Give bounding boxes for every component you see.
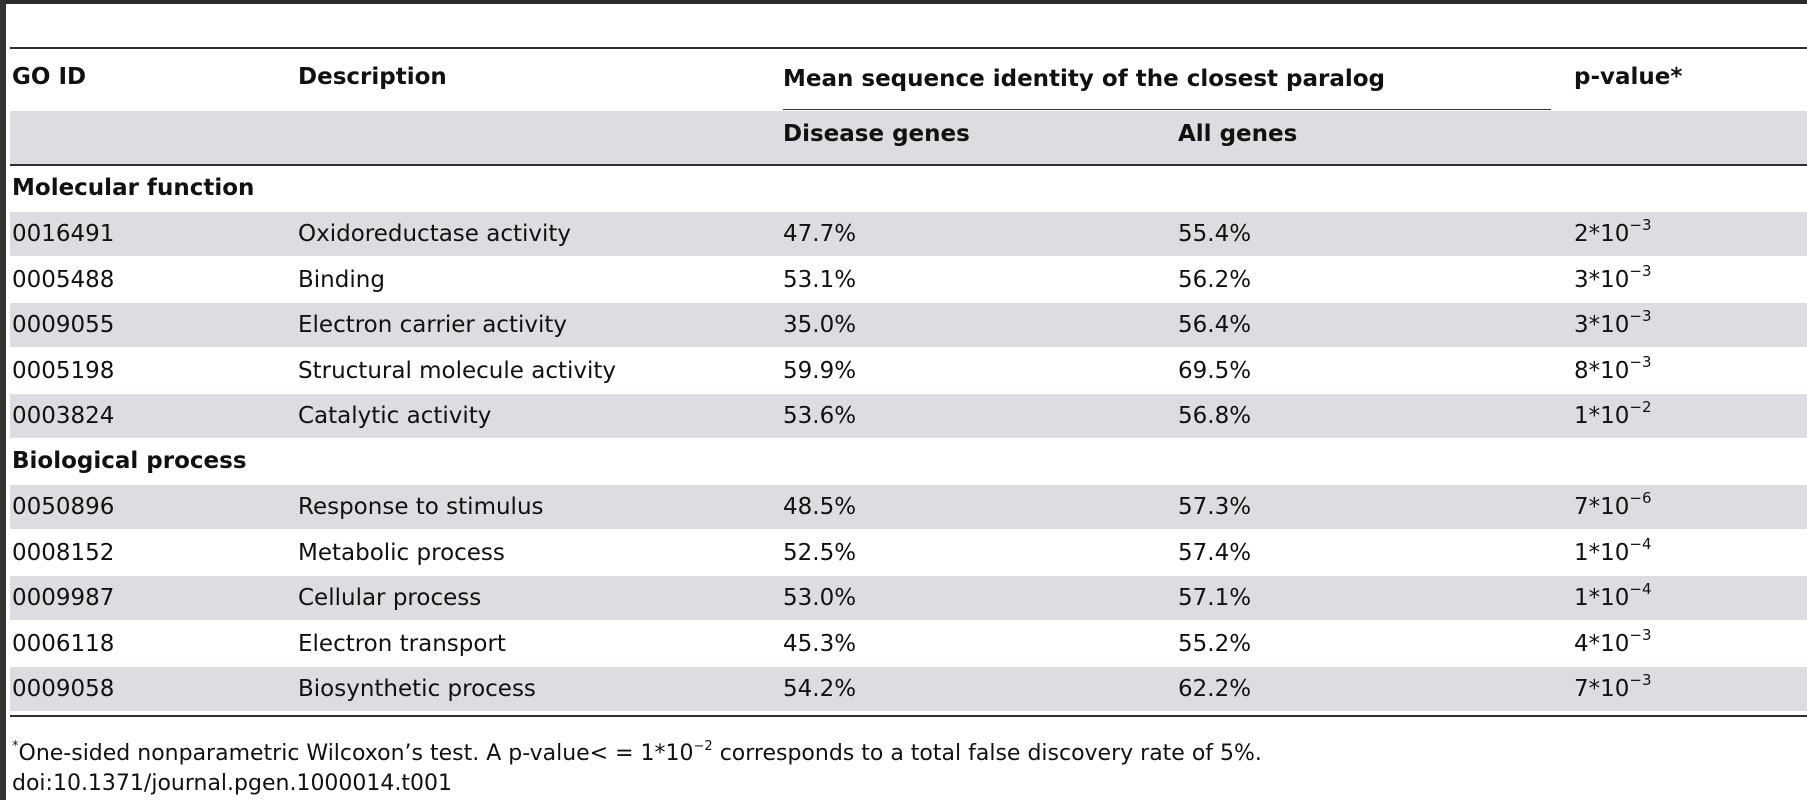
- table-row-all: 62.2%: [1178, 676, 1252, 702]
- table-row-go-id: 0005488: [12, 267, 115, 293]
- table-row-description: Catalytic activity: [298, 403, 492, 429]
- table-row-description: Structural molecule activity: [298, 358, 617, 384]
- table-row-all: 57.1%: [1178, 585, 1252, 611]
- table-row-shade: [10, 394, 1807, 438]
- table-row-pvalue: 8*10−3: [1574, 353, 1652, 384]
- table-row-pvalue: 7*10−3: [1574, 671, 1652, 702]
- table-row-description: Electron carrier activity: [298, 312, 567, 338]
- table-row-go-id: 0009987: [12, 585, 115, 611]
- table-row-disease: 59.9%: [783, 358, 857, 384]
- header-pvalue: p-value*: [1574, 64, 1683, 90]
- table-row-shade: [10, 576, 1807, 620]
- table-row-description: Metabolic process: [298, 540, 505, 566]
- table-row-description: Electron transport: [298, 631, 506, 657]
- table-row-pvalue: 7*10−6: [1574, 489, 1652, 520]
- table-footnote: *One-sided nonparametric Wilcoxon’s test…: [12, 738, 1262, 766]
- table-row-description: Biosynthetic process: [298, 676, 536, 702]
- header-all-genes: All genes: [1178, 121, 1298, 147]
- table-row-shade: [10, 485, 1807, 529]
- table-row-go-id: 0006118: [12, 631, 115, 657]
- table-row-shade: [10, 303, 1807, 347]
- table-row-all: 69.5%: [1178, 358, 1252, 384]
- table-row-pvalue: 1*10−2: [1574, 398, 1652, 429]
- table-row-pvalue: 1*10−4: [1574, 580, 1652, 611]
- header-bottom-rule: [10, 164, 1807, 166]
- table-row-pvalue: 2*10−3: [1574, 216, 1652, 247]
- table-row-disease: 47.7%: [783, 221, 857, 247]
- header-go-id: GO ID: [12, 64, 87, 90]
- table-row-go-id: 0008152: [12, 540, 115, 566]
- table-row-go-id: 0005198: [12, 358, 115, 384]
- table-row-disease: 45.3%: [783, 631, 857, 657]
- table-row-description: Oxidoreductase activity: [298, 221, 572, 247]
- section-title-biological-process: Biological process: [12, 448, 247, 474]
- header-group-rule: [783, 109, 1551, 110]
- table-row-go-id: 0009055: [12, 312, 115, 338]
- table-row-pvalue: 1*10−4: [1574, 535, 1652, 566]
- header-description: Description: [298, 64, 447, 90]
- table-row-shade: [10, 667, 1807, 711]
- table-row-all: 55.2%: [1178, 631, 1252, 657]
- table-row-go-id: 0003824: [12, 403, 115, 429]
- header-disease-genes: Disease genes: [783, 121, 970, 147]
- table-row-disease: 52.5%: [783, 540, 857, 566]
- table-row-pvalue: 3*10−3: [1574, 262, 1652, 293]
- table-row-pvalue: 4*10−3: [1574, 626, 1652, 657]
- table-row-all: 55.4%: [1178, 221, 1252, 247]
- table-row-all: 57.4%: [1178, 540, 1252, 566]
- doi-link[interactable]: doi:10.1371/journal.pgen.1000014.t001: [12, 771, 453, 796]
- table-row-all: 56.2%: [1178, 267, 1252, 293]
- table-row-go-id: 0016491: [12, 221, 115, 247]
- section-title-molecular-function: Molecular function: [12, 175, 255, 201]
- footnote-marker: *: [12, 738, 19, 754]
- table-row-disease: 53.0%: [783, 585, 857, 611]
- table-row-pvalue: 3*10−3: [1574, 307, 1652, 338]
- table-row-shade: [10, 212, 1807, 256]
- table-row-disease: 48.5%: [783, 494, 857, 520]
- table-row-disease: 53.1%: [783, 267, 857, 293]
- table-row-description: Binding: [298, 267, 385, 293]
- table-row-description: Response to stimulus: [298, 494, 544, 520]
- table-row-all: 56.8%: [1178, 403, 1252, 429]
- subheader-band: [10, 111, 1807, 164]
- table-row-go-id: 0009058: [12, 676, 115, 702]
- table-row-disease: 53.6%: [783, 403, 857, 429]
- table-bottom-rule: [10, 715, 1807, 717]
- table-row-description: Cellular process: [298, 585, 482, 611]
- table-row-disease: 54.2%: [783, 676, 857, 702]
- table-row-all: 57.3%: [1178, 494, 1252, 520]
- left-border: [0, 0, 6, 800]
- top-border: [0, 0, 1807, 4]
- table-row-all: 56.4%: [1178, 312, 1252, 338]
- header-mean-identity: Mean sequence identity of the closest pa…: [783, 66, 1386, 92]
- table-row-go-id: 0050896: [12, 494, 115, 520]
- table-top-rule: [10, 47, 1807, 49]
- table-row-disease: 35.0%: [783, 312, 857, 338]
